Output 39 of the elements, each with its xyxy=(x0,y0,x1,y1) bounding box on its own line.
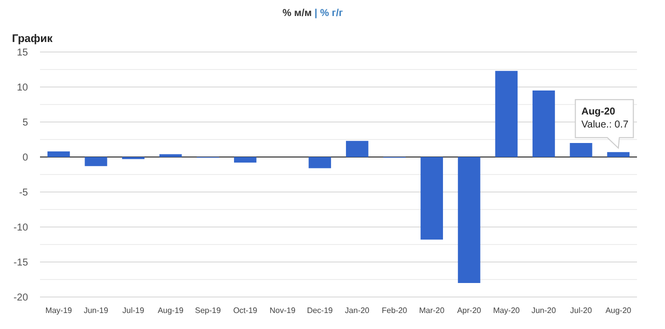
bar xyxy=(346,140,368,157)
bar xyxy=(47,151,70,157)
bar xyxy=(234,157,256,163)
bar xyxy=(308,157,332,168)
y-tick-label: 10 xyxy=(16,82,28,94)
y-tick-label: -15 xyxy=(14,258,28,268)
y-tick-label: 15 xyxy=(16,48,28,58)
x-tick-label: Jun-19 xyxy=(84,306,109,315)
x-tick-label: Jan-20 xyxy=(344,306,370,315)
x-tick-label: May-20 xyxy=(493,306,520,315)
y-tick-label: 0 xyxy=(22,152,28,164)
bar xyxy=(495,70,518,157)
bar xyxy=(458,157,480,283)
chart-title: График xyxy=(12,33,54,45)
bar xyxy=(570,143,592,157)
x-tick-label: Oct-19 xyxy=(233,306,258,315)
y-tick-label: -20 xyxy=(14,292,28,304)
x-tick-label: Dec-19 xyxy=(306,306,334,315)
bar xyxy=(420,157,443,240)
x-tick-label: Feb-20 xyxy=(382,306,408,315)
x-tick-label: Jul-20 xyxy=(570,306,592,315)
x-tick-label: Jun-20 xyxy=(531,306,556,315)
x-tick-label: Sep-19 xyxy=(195,306,222,315)
x-tick-label: Aug-19 xyxy=(158,306,184,315)
bar xyxy=(159,154,182,157)
x-tick-label: May-19 xyxy=(45,306,73,315)
y-tick-label: 5 xyxy=(22,118,28,128)
bar xyxy=(84,157,108,166)
x-tick-label: Aug-20 xyxy=(605,306,632,315)
x-tick-label: Mar-20 xyxy=(419,306,445,315)
x-tick-label: Apr-20 xyxy=(457,306,482,315)
x-tick-label: Nov-19 xyxy=(270,306,296,315)
y-tick-label: -10 xyxy=(14,222,28,234)
chart-subtitle: % м/м | % г/г xyxy=(282,8,343,19)
annotation: Aug-20 Value.: 0.7 xyxy=(581,106,629,131)
y-tick-label: -5 xyxy=(19,188,28,198)
bar xyxy=(532,90,555,157)
x-tick-label: Jul-19 xyxy=(122,306,145,315)
bar xyxy=(607,152,630,157)
